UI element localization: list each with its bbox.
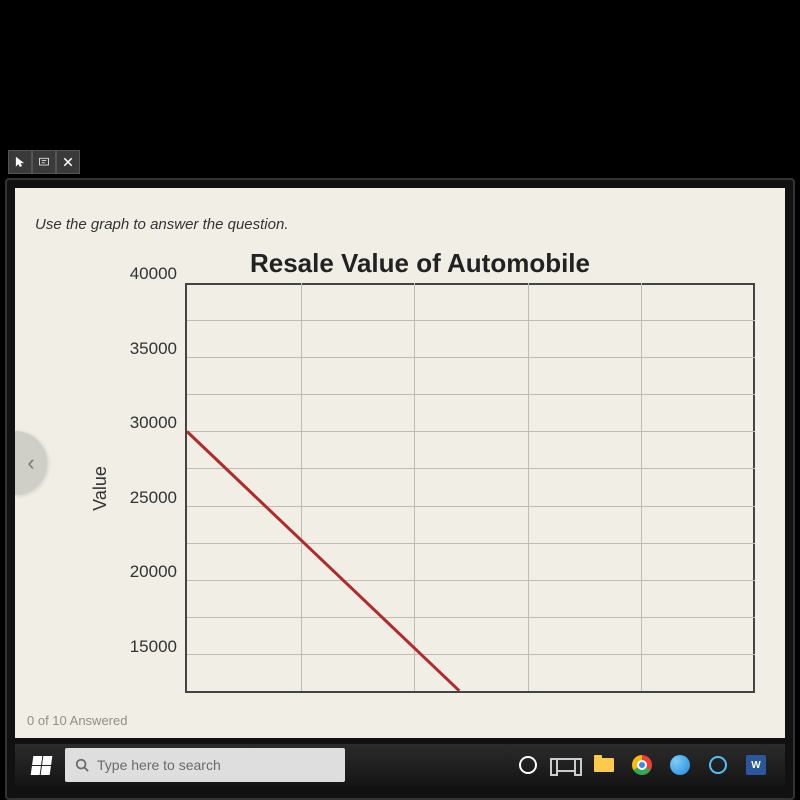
- quiz-content-panel: Use the graph to answer the question. ‹ …: [15, 188, 785, 738]
- gridline-vertical: [301, 283, 302, 691]
- gridline-horizontal: [187, 580, 755, 581]
- chrome-icon: [632, 755, 652, 775]
- gridline-horizontal: [187, 431, 755, 432]
- y-tick-labels: 400003500030000250002000015000: [115, 283, 185, 693]
- gridline-horizontal: [187, 654, 755, 655]
- gridline-horizontal: [187, 320, 755, 321]
- search-placeholder: Type here to search: [97, 757, 221, 773]
- instruction-text: Use the graph to answer the question.: [35, 216, 289, 233]
- cortana-button[interactable]: [511, 748, 545, 782]
- plot-row: Value 400003500030000250002000015000: [85, 283, 755, 693]
- taskbar-app-icons: W: [511, 748, 781, 782]
- axis-right: [753, 283, 755, 691]
- gridline-vertical: [641, 283, 642, 691]
- search-icon: [75, 758, 89, 772]
- axis-top: [187, 283, 755, 285]
- word-button[interactable]: W: [739, 748, 773, 782]
- cortana-ring-button[interactable]: [701, 748, 735, 782]
- windows-taskbar: Type here to search W: [15, 744, 785, 786]
- y-axis-label: Value: [90, 466, 111, 511]
- taskbar-search-input[interactable]: Type here to search: [65, 748, 345, 782]
- annotate-icon: [38, 156, 50, 168]
- edge-button[interactable]: [663, 748, 697, 782]
- gridline-horizontal: [187, 394, 755, 395]
- chart-container: Resale Value of Automobile Value 4000035…: [85, 248, 755, 698]
- gridline-vertical: [414, 283, 415, 691]
- ylabel-wrap: Value: [85, 283, 115, 693]
- prev-question-button[interactable]: ‹: [15, 431, 47, 495]
- annotate-tool-button[interactable]: [32, 150, 56, 174]
- gridline-horizontal: [187, 617, 755, 618]
- chart-title: Resale Value of Automobile: [85, 248, 755, 279]
- pointer-tool-button[interactable]: [8, 150, 32, 174]
- circle-icon: [519, 756, 537, 774]
- gridline-vertical: [528, 283, 529, 691]
- file-explorer-button[interactable]: [587, 748, 621, 782]
- monitor-frame: Use the graph to answer the question. ‹ …: [5, 178, 795, 800]
- taskview-icon: [556, 758, 576, 772]
- cortana-icon: [709, 756, 727, 774]
- pointer-icon: [14, 156, 26, 168]
- gridline-horizontal: [187, 357, 755, 358]
- mini-toolbar: [8, 150, 80, 174]
- gridline-horizontal: [187, 543, 755, 544]
- start-button[interactable]: [19, 744, 63, 786]
- close-icon: [62, 156, 74, 168]
- gridline-horizontal: [187, 468, 755, 469]
- edge-icon: [670, 755, 690, 775]
- gridline-horizontal: [187, 506, 755, 507]
- plot-area: [185, 283, 755, 693]
- chevron-left-icon: ‹: [27, 450, 34, 476]
- taskview-button[interactable]: [549, 748, 583, 782]
- word-icon: W: [746, 755, 766, 775]
- windows-logo-icon: [30, 756, 52, 775]
- close-tool-button[interactable]: [56, 150, 80, 174]
- progress-indicator: 0 of 10 Answered: [27, 713, 127, 728]
- folder-icon: [594, 758, 614, 772]
- chart-line: [186, 430, 461, 692]
- chrome-button[interactable]: [625, 748, 659, 782]
